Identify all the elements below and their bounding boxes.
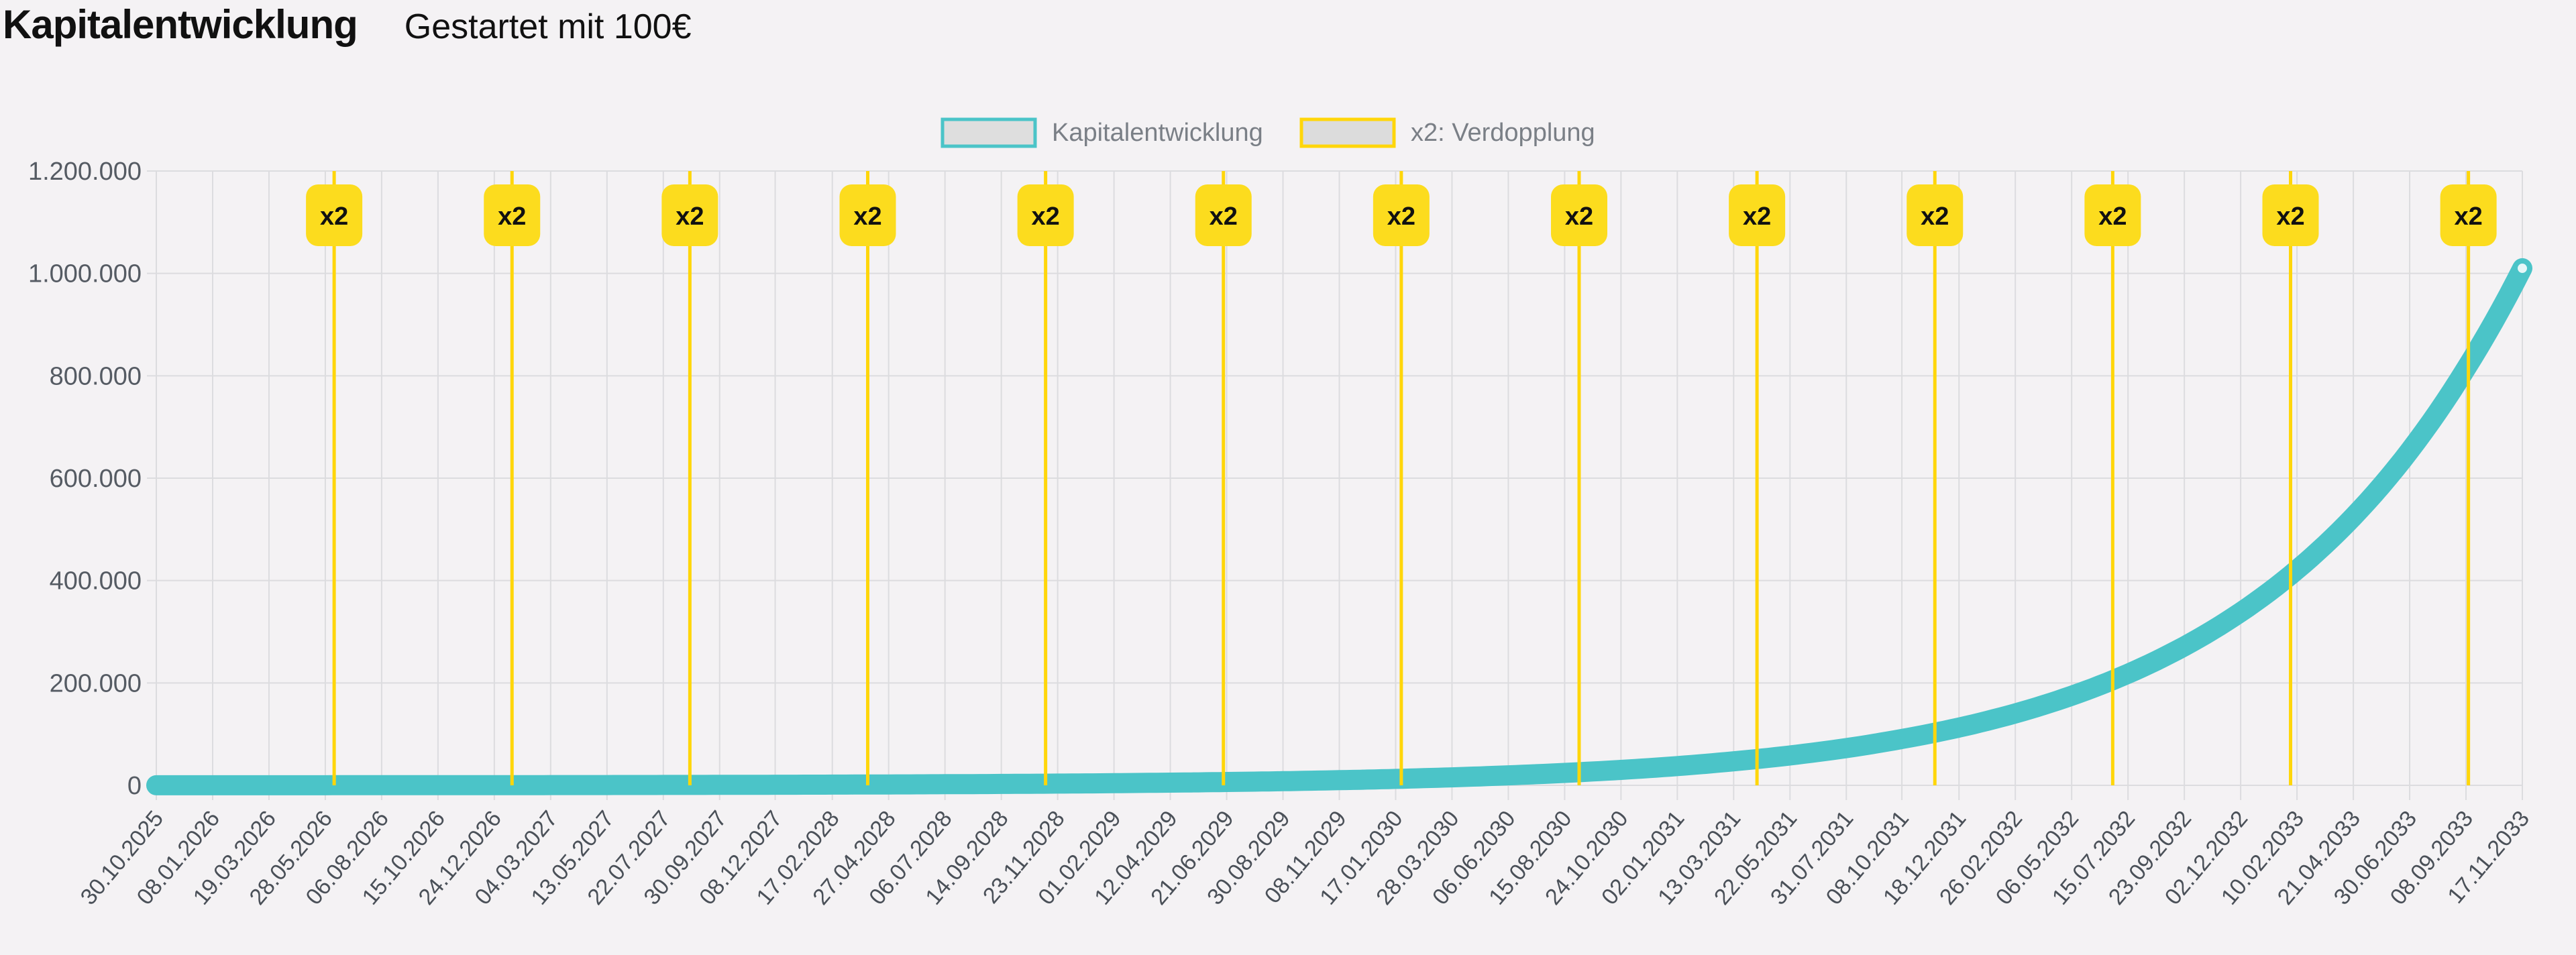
- series-line: [146, 258, 2532, 795]
- doubling-badge: [839, 184, 896, 246]
- chart-header: Kapitalentwicklung Gestartet mit 100€: [3, 1, 692, 48]
- doubling-badge-label: x2: [2454, 203, 2482, 231]
- y-tick-label: 1.200.000: [28, 158, 142, 186]
- page-subtitle: Gestartet mit 100€: [404, 7, 692, 46]
- doubling-badge-label: x2: [1210, 203, 1238, 231]
- y-tick-label: 800.000: [50, 362, 142, 390]
- doubling-badge-label: x2: [1565, 203, 1593, 231]
- doubling-badge: [306, 184, 363, 246]
- legend-swatch: [1299, 117, 1396, 148]
- doubling-badge-label: x2: [1031, 203, 1059, 231]
- doubling-badge-label: x2: [1387, 203, 1415, 231]
- doubling-badge: [661, 184, 718, 246]
- legend-item-1: x2: Verdopplung: [1299, 117, 1595, 148]
- doubling-badge: [1195, 184, 1252, 246]
- legend-label: Kapitalentwicklung: [1052, 119, 1263, 147]
- legend-label: x2: Verdopplung: [1411, 119, 1595, 147]
- page-title: Kapitalentwicklung: [3, 2, 358, 47]
- doubling-badge-label: x2: [2098, 203, 2127, 231]
- doubling-badge-label: x2: [320, 203, 348, 231]
- legend-item-0: Kapitalentwicklung: [941, 117, 1263, 148]
- series-end-point: [2515, 261, 2530, 276]
- doubling-badge: [2440, 184, 2497, 246]
- doubling-badge: [1017, 184, 1074, 246]
- doubling-badge-label: x2: [676, 203, 704, 231]
- doubling-badge-label: x2: [1921, 203, 1949, 231]
- legend-swatch: [941, 117, 1037, 148]
- doubling-badge-label: x2: [498, 203, 526, 231]
- doubling-badge: [2262, 184, 2319, 246]
- y-tick-label: 600.000: [50, 465, 142, 493]
- doubling-badge-label: x2: [1743, 203, 1771, 231]
- doubling-badge-label: x2: [2276, 203, 2304, 231]
- doubling-badge: [484, 184, 541, 246]
- doubling-badge: [1373, 184, 1430, 246]
- doubling-badge: [1550, 184, 1607, 246]
- y-tick-label: 200.000: [50, 669, 142, 697]
- y-tick-label: 400.000: [50, 567, 142, 596]
- doubling-badge: [1729, 184, 1786, 246]
- doubling-badge: [2084, 184, 2141, 246]
- doubling-badge: [1907, 184, 1964, 246]
- y-tick-label: 1.000.000: [28, 260, 142, 288]
- doubling-badge-label: x2: [853, 203, 881, 231]
- y-tick-label: 0: [127, 772, 142, 800]
